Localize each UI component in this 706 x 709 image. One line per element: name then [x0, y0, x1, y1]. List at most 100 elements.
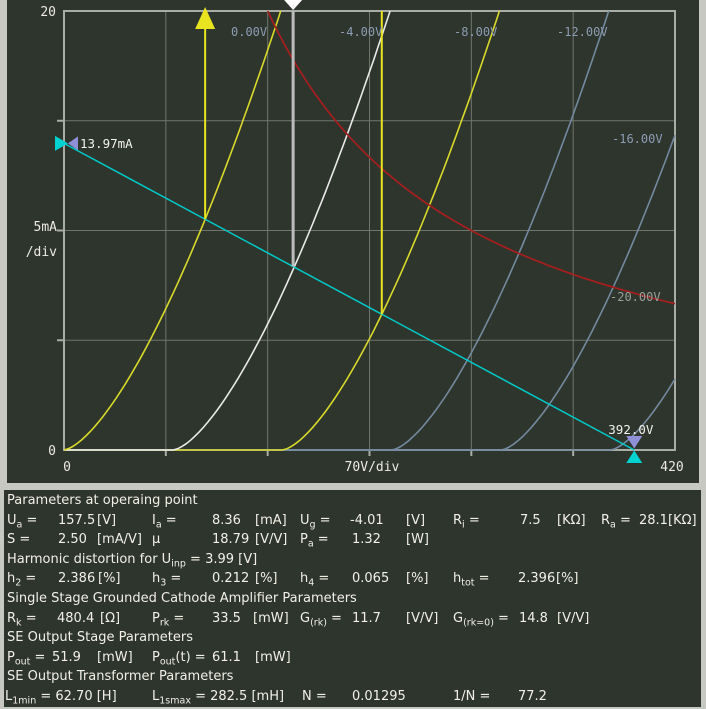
loadline-current-label: 13.97mA	[80, 136, 133, 151]
param-cell: [Ω]	[100, 610, 121, 626]
x-max-label: 420	[660, 460, 683, 475]
param-cell: [mA/V]	[97, 532, 142, 548]
loadline-voltage-marker-icon[interactable]	[626, 450, 643, 464]
param-cell: [mW]	[97, 649, 133, 665]
param-section-header: Harmonic distortion for Uinp = 3.99 [V]	[4, 550, 701, 570]
param-cell: G(rk=0) =	[453, 610, 509, 629]
param-cell: Rk =	[7, 610, 37, 629]
param-cell: [V/V]	[557, 610, 590, 626]
param-cell: 77.2	[518, 688, 547, 704]
param-cell: SE Output Stage Parameters	[7, 630, 193, 646]
plate-curve-0.00V	[63, 10, 282, 451]
parameters-panel: Parameters at operaing point Ua = 157.5 [V]…	[4, 490, 701, 707]
param-section-header: SE Output Stage Parameters	[4, 628, 701, 648]
plate-curve-label: -16.00V	[612, 132, 663, 146]
param-cell: 0.212	[212, 571, 250, 587]
param-cell: [V/V]	[255, 532, 288, 548]
param-cell: 61.1	[212, 649, 241, 665]
param-cell: 11.7	[352, 610, 381, 626]
param-cell: Harmonic distortion for Uinp = 3.99 [V]	[7, 551, 258, 570]
param-cell: [%]	[556, 571, 579, 587]
param-cell: 28.1	[639, 512, 668, 528]
param-cell: N =	[302, 688, 327, 704]
param-cell: G(rk) =	[300, 610, 342, 629]
param-cell: 0.065	[352, 571, 390, 587]
max-dissipation-curve	[266, 10, 676, 305]
param-cell: htot =	[453, 571, 490, 589]
param-cell: -4.01	[350, 512, 384, 528]
param-cell: h3 =	[152, 571, 182, 589]
param-cell: Ia =	[152, 512, 177, 531]
swing-arrow-icon[interactable]	[195, 7, 216, 29]
param-cell: [V/V]	[406, 610, 439, 626]
plate-curve-label: -8.00V	[454, 25, 497, 39]
param-row: Rk = 480.4 [Ω] Prk = 33.5 [mW] G(rk) = 11.7 [V/V…	[4, 609, 701, 629]
param-cell: 33.5	[212, 610, 241, 626]
param-cell: 18.79	[212, 532, 250, 548]
param-cell: [KΩ]	[557, 512, 586, 528]
param-row: Pout = 51.9 [mW] Pout(t) = 61.1 [mW]	[4, 648, 701, 668]
loadline-current-handle-icon[interactable]	[68, 136, 78, 151]
param-cell: Ra =	[601, 512, 631, 531]
param-cell: [%]	[98, 571, 121, 587]
param-cell: 1.32	[352, 532, 381, 548]
param-cell: Prk =	[152, 610, 185, 629]
param-cell: Parameters at operaing point	[7, 493, 198, 508]
param-cell: L1min = 62.70 [H]	[5, 688, 117, 707]
y-min-label: 0	[48, 444, 56, 459]
chart-background	[7, 0, 699, 483]
param-cell: 2.396	[518, 571, 556, 587]
param-cell: [mA]	[255, 512, 287, 528]
param-cell: S =	[7, 532, 31, 548]
operating-point-marker-icon[interactable]	[284, 0, 303, 10]
param-cell: 7.5	[520, 512, 541, 528]
param-cell: Single Stage Grounded Cathode Amplifier …	[7, 590, 357, 606]
param-row: Ua = 157.5 [V] Ia = 8.36 [mA] Ug = -4.01 [V] Ri =…	[4, 511, 701, 531]
plate-curve-label: 0.00V	[231, 25, 267, 39]
plate-curves-panel: 13.97mA 392.0V 0.00V -4.00V -8.00V -12.00V -16…	[0, 0, 706, 483]
param-cell: L1smax = 282.5 [mH]	[152, 688, 285, 707]
param-section-header: Single Stage Grounded Cathode Amplifier …	[4, 589, 701, 609]
param-cell: h4 =	[300, 571, 330, 589]
param-cell: Pa =	[300, 532, 329, 550]
param-cell: 8.36	[212, 512, 241, 528]
param-cell: Ua =	[7, 512, 38, 531]
plate-curves-chart[interactable]: 13.97mA 392.0V 0.00V -4.00V -8.00V -12.00V -16…	[0, 0, 706, 483]
param-cell: SE Output Transformer Parameters	[7, 669, 234, 685]
param-cell: [V]	[406, 512, 426, 528]
x-unit-label: 70V/div	[345, 460, 400, 475]
param-cell: 2.386	[58, 571, 96, 587]
param-cell: [mW]	[255, 649, 291, 665]
load-line[interactable]	[63, 142, 635, 451]
param-cell: Pout =	[7, 649, 46, 668]
param-cell: 0.01295	[352, 688, 406, 704]
param-section-header: Parameters at operaing point	[4, 491, 701, 511]
y-unit-label-2: /div	[26, 245, 57, 260]
param-cell: [KΩ]	[668, 512, 697, 528]
param-cell: 480.4	[57, 610, 95, 626]
plate-curve--4.00V	[64, 10, 391, 451]
param-row: S = 2.50 [mA/V] µ 18.79 [V/V] Pa = 1.32 [W]	[4, 530, 701, 550]
param-cell: 51.9	[52, 649, 81, 665]
plate-curve-label: -20.00V	[610, 290, 661, 304]
param-cell: 14.8	[519, 610, 548, 626]
param-cell: 1/N =	[453, 688, 491, 704]
plate-curve-label: -4.00V	[339, 25, 382, 39]
param-cell: µ	[152, 532, 161, 548]
loadline-voltage-label: 392.0V	[608, 422, 654, 437]
loadline-current-marker-icon[interactable]	[55, 135, 68, 151]
param-cell: Ug =	[300, 512, 331, 531]
param-cell: Pout(t) =	[152, 649, 206, 668]
param-cell: h2 =	[7, 571, 37, 589]
y-max-label: 20	[40, 5, 56, 20]
param-row: L1min = 62.70 [H] L1smax = 282.5 [mH] N = 0…	[4, 687, 701, 707]
param-cell: [V]	[97, 512, 117, 528]
y-unit-label-1: 5mA	[34, 220, 58, 235]
loadline-voltage-handle-icon[interactable]	[626, 436, 643, 449]
param-cell: Ri =	[453, 512, 480, 531]
param-cell: [%]	[406, 571, 429, 587]
param-cell: 2.50	[58, 532, 87, 548]
plate-curve-label: -12.00V	[557, 25, 608, 39]
param-cell: 157.5	[58, 512, 96, 528]
